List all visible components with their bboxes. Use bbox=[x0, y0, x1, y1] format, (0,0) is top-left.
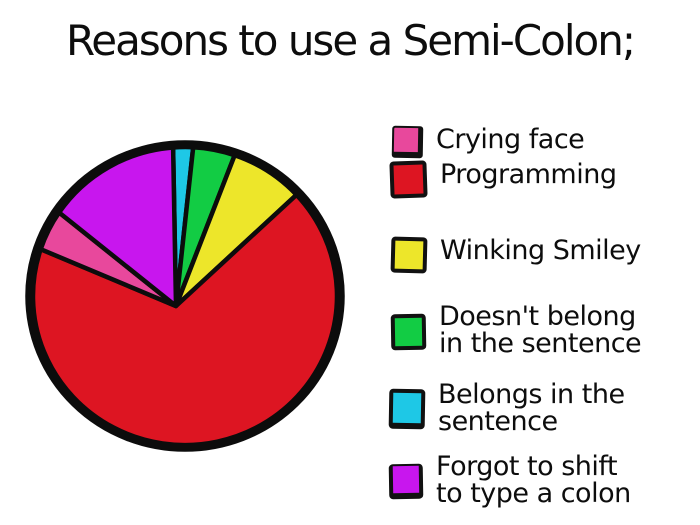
legend-label-programming: Programming bbox=[440, 159, 617, 190]
legend-swatch-belongs-icon bbox=[388, 388, 426, 430]
legend-item-winking-smiley: Winking Smiley bbox=[390, 235, 641, 274]
legend-item-belongs: Belongs in the sentence bbox=[388, 379, 625, 437]
legend-label-doesnt-belong: Doesn't belong in the sentence bbox=[439, 301, 642, 359]
legend-label-crying-face: Crying face bbox=[436, 124, 585, 155]
legend-label-winking-smiley: Winking Smiley bbox=[440, 235, 641, 266]
page-title: Reasons to use a Semi-Colon; bbox=[66, 16, 636, 65]
legend-swatch-crying-face-icon bbox=[391, 125, 424, 159]
legend-label-forgot-shift: Forgot to shift to type a colon bbox=[436, 451, 631, 509]
legend-swatch-forgot-shift-icon bbox=[388, 463, 424, 500]
legend-swatch-programming-icon bbox=[389, 160, 428, 199]
legend-item-crying-face: Crying face bbox=[391, 124, 585, 159]
legend-item-forgot-shift: Forgot to shift to type a colon bbox=[388, 451, 631, 509]
legend-label-belongs: Belongs in the sentence bbox=[438, 379, 625, 437]
pie-slices bbox=[30, 144, 340, 448]
legend-swatch-doesnt-belong-icon bbox=[390, 313, 427, 351]
pie-outline bbox=[25, 140, 345, 452]
legend-swatch-winking-smiley-icon bbox=[390, 236, 428, 274]
legend-item-programming: Programming bbox=[389, 159, 617, 199]
legend-item-doesnt-belong: Doesn't belong in the sentence bbox=[390, 301, 642, 359]
